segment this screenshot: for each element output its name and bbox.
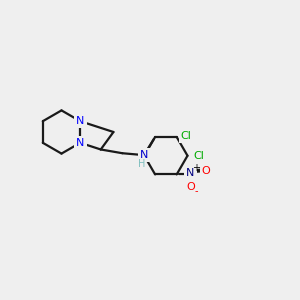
Text: O: O — [202, 167, 211, 176]
Text: -: - — [195, 186, 198, 196]
Text: +: + — [193, 163, 200, 173]
Text: N: N — [76, 116, 84, 126]
Text: N: N — [140, 150, 148, 160]
Text: H: H — [138, 158, 146, 169]
Text: Cl: Cl — [194, 151, 204, 161]
Text: N: N — [76, 138, 84, 148]
Text: Cl: Cl — [181, 130, 192, 140]
Text: N: N — [186, 168, 195, 178]
Text: O: O — [186, 182, 195, 192]
